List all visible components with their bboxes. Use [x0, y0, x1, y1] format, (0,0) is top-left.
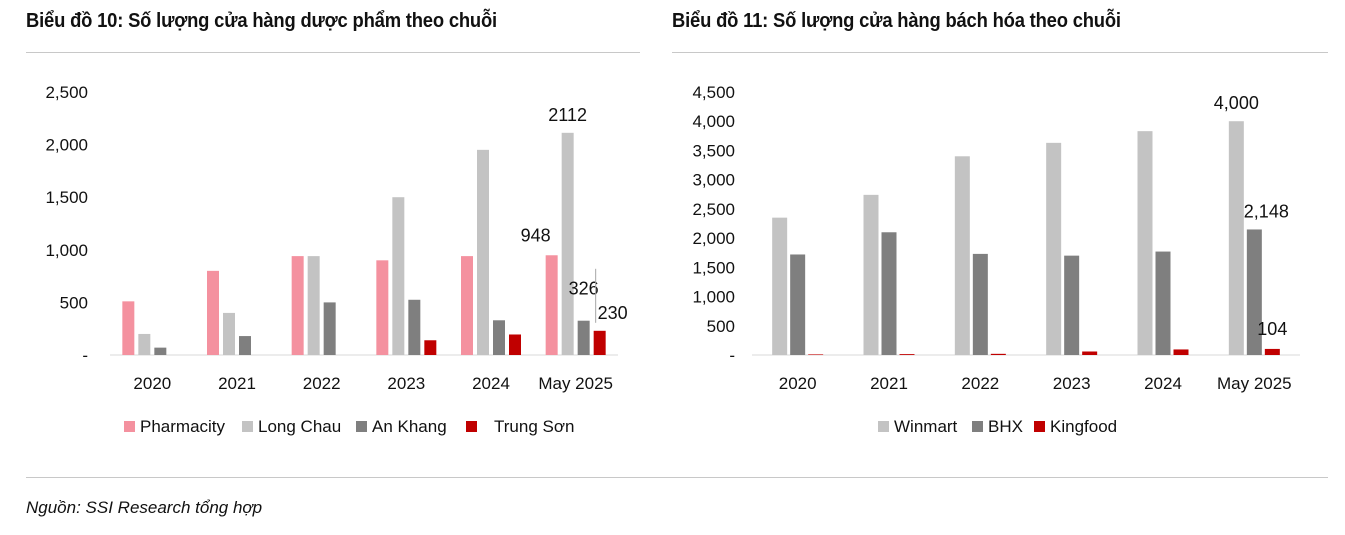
bar-bhx	[1246, 229, 1262, 355]
bar-pharmacity	[122, 301, 135, 355]
bar-bhx	[790, 254, 806, 355]
data-label: 230	[598, 303, 628, 323]
x-tick-label: 2023	[1053, 374, 1091, 393]
legend-label: Winmart	[894, 417, 958, 436]
y-tick-label: 4,000	[692, 112, 735, 131]
bar-kingfood	[1082, 351, 1098, 355]
bar-kingfood	[990, 353, 1006, 355]
x-tick-label: 2021	[218, 374, 256, 393]
bar-pharmacity	[291, 256, 304, 355]
legend-label: BHX	[988, 417, 1023, 436]
bar-long-chau	[392, 197, 405, 355]
bar-an-khang	[577, 320, 590, 355]
bar-winmart	[1137, 131, 1153, 355]
y-tick-label: -	[82, 346, 88, 365]
x-tick-label: 2021	[870, 374, 908, 393]
x-tick-label: May 2025	[1217, 374, 1292, 393]
legend-swatch	[242, 421, 253, 432]
legend-swatch	[972, 421, 983, 432]
data-label: 2112	[548, 105, 587, 125]
data-label: 948	[521, 225, 551, 245]
y-tick-label: 1,000	[45, 241, 88, 260]
bar-long-chau	[477, 149, 489, 355]
bar-bhx	[881, 232, 897, 355]
x-tick-label: 2022	[303, 374, 341, 393]
data-label: 104	[1257, 319, 1287, 339]
bar-long-chau	[307, 256, 320, 355]
legend-swatch	[356, 421, 367, 432]
bar-bhx	[972, 253, 988, 355]
data-label: 326	[569, 279, 599, 299]
bar-long-chau	[561, 132, 574, 355]
chart-11-title: Biểu đồ 11: Số lượng cửa hàng bách hóa t…	[672, 10, 1121, 32]
bar-pharmacity	[461, 256, 473, 355]
x-tick-label: 2022	[961, 374, 999, 393]
x-tick-label: 2024	[1144, 374, 1182, 393]
bar-long-chau	[138, 333, 151, 355]
bar-long-chau	[223, 312, 235, 355]
x-tick-label: 2020	[779, 374, 817, 393]
y-tick-label: 1,000	[692, 288, 735, 307]
y-tick-label: 1,500	[45, 188, 88, 207]
source-note: Nguồn: SSI Research tổng hợp	[26, 498, 263, 517]
x-tick-label: 2020	[133, 374, 171, 393]
legend-swatch	[1034, 421, 1045, 432]
bar-bhx	[1155, 251, 1171, 355]
y-tick-label: 500	[707, 317, 735, 336]
bar-winmart	[1228, 121, 1244, 355]
y-tick-label: 3,000	[692, 171, 735, 190]
x-tick-label: 2023	[387, 374, 425, 393]
legend-swatch	[466, 421, 477, 432]
chart-10-title: Biểu đồ 10: Số lượng cửa hàng dược phẩm …	[26, 10, 497, 32]
bar-an-khang	[154, 347, 167, 355]
legend-label: Trung Sơn	[494, 417, 574, 436]
bar-an-khang	[323, 302, 336, 355]
bar-kingfood	[808, 354, 824, 355]
bar-trung-sơn	[509, 334, 521, 355]
y-tick-label: 1,500	[692, 258, 735, 277]
legend-label: Long Chau	[258, 417, 341, 436]
y-tick-label: 2,000	[692, 229, 735, 248]
bar-an-khang	[239, 336, 251, 355]
y-tick-label: 2,000	[45, 136, 88, 155]
bar-bhx	[1064, 255, 1080, 355]
bar-an-khang	[408, 299, 421, 355]
bar-winmart	[954, 156, 970, 355]
y-tick-label: 2,500	[45, 83, 88, 102]
y-tick-label: 500	[60, 293, 88, 312]
bar-kingfood	[1173, 349, 1189, 355]
legend-label: An Khang	[372, 417, 447, 436]
legend-label: Kingfood	[1050, 417, 1117, 436]
y-tick-label: -	[729, 346, 735, 365]
legend-label: Pharmacity	[140, 417, 226, 436]
bar-kingfood	[899, 354, 915, 355]
footer-rule	[26, 477, 1328, 478]
title-rule-left	[26, 52, 640, 53]
bar-winmart	[863, 194, 879, 355]
y-tick-label: 4,500	[692, 83, 735, 102]
bar-pharmacity	[207, 270, 219, 355]
bar-trung-sơn	[593, 330, 606, 355]
y-tick-label: 3,500	[692, 141, 735, 160]
bar-kingfood	[1264, 348, 1280, 355]
legend-swatch	[124, 421, 135, 432]
bar-an-khang	[493, 320, 505, 355]
bar-trung-sơn	[424, 340, 437, 355]
bar-winmart	[1046, 142, 1062, 355]
x-tick-label: May 2025	[538, 374, 613, 393]
bar-winmart	[772, 217, 788, 355]
legend-swatch	[878, 421, 889, 432]
y-tick-label: 2,500	[692, 200, 735, 219]
bar-pharmacity	[545, 255, 558, 355]
x-tick-label: 2024	[472, 374, 510, 393]
bar-pharmacity	[376, 260, 389, 355]
data-label: 4,000	[1214, 93, 1259, 113]
title-rule-right	[672, 52, 1328, 53]
data-label: 2,148	[1244, 201, 1289, 221]
